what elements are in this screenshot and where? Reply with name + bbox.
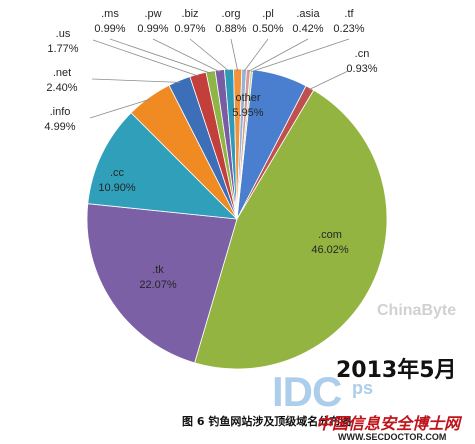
- slice-category-net: .net: [53, 67, 71, 79]
- idc-logo-watermark: IDC: [272, 368, 342, 415]
- slice-value-us: 1.77%: [47, 43, 78, 55]
- site-name-watermark: 中国信息安全博士网: [316, 414, 461, 433]
- slice-value-cn: 0.93%: [346, 63, 377, 75]
- leader-line-cn: [308, 70, 349, 91]
- slice-category-pw: .pw: [144, 8, 161, 20]
- slice-label-biz: .biz 0.97%: [174, 8, 205, 35]
- leader-line-ms: [109, 38, 212, 74]
- slice-category-biz: .biz: [181, 8, 198, 20]
- slice-category-cn: .cn: [355, 48, 370, 60]
- slice-value-cc: 10.90%: [98, 182, 136, 194]
- leader-line-tf: [251, 38, 350, 73]
- leader-lines: [89, 38, 350, 119]
- pie-slices: [86, 68, 388, 370]
- slice-value-other: 5.95%: [232, 107, 263, 119]
- slice-label-tk: .tk 22.07%: [139, 264, 177, 291]
- ps-logo-watermark: ps: [352, 378, 374, 398]
- slice-label-pl: .pl 0.50%: [252, 8, 283, 35]
- pie-slice-com: [194, 89, 388, 370]
- slice-label-asia: .asia 0.42%: [292, 8, 323, 35]
- slice-category-pl: .pl: [262, 8, 274, 20]
- slice-value-net: 2.40%: [46, 82, 77, 94]
- slice-value-asia: 0.42%: [292, 23, 323, 35]
- slice-value-pl: 0.50%: [252, 23, 283, 35]
- slice-category-ms: .ms: [101, 8, 119, 20]
- slice-category-tk: .tk: [152, 264, 164, 276]
- date-annotation: 2013年5月: [336, 358, 457, 383]
- leader-line-org: [230, 38, 239, 72]
- slice-label-org: .org 0.88%: [215, 8, 246, 35]
- slice-label-tf: .tf 0.23%: [333, 8, 364, 35]
- slice-value-info: 4.99%: [44, 121, 75, 133]
- leader-line-pl: [243, 38, 269, 72]
- leader-line-asia: [248, 38, 309, 72]
- slice-category-org: .org: [222, 8, 241, 20]
- slice-category-cc: .cc: [110, 167, 125, 179]
- slice-label-com: .com 46.02%: [311, 229, 349, 256]
- slice-label-other: other 5.95%: [232, 92, 263, 119]
- leader-line-us: [92, 39, 199, 77]
- slice-category-asia: .asia: [296, 8, 320, 20]
- slice-value-biz: 0.97%: [174, 23, 205, 35]
- chinabyte-watermark: ChinaByte: [377, 302, 457, 319]
- figure-caption: 图 6 钓鱼网站涉及顶级域名分布图: [182, 415, 352, 428]
- pie-slice-tk: [86, 203, 238, 364]
- slice-value-pw: 0.99%: [137, 23, 168, 35]
- slice-label-ms: .ms 0.99%: [94, 8, 125, 35]
- leader-line-info: [89, 98, 151, 119]
- slice-label-us: .us 1.77%: [47, 28, 78, 55]
- slice-value-org: 0.88%: [215, 23, 246, 35]
- slice-category-other: other: [235, 92, 260, 104]
- slice-value-com: 46.02%: [311, 244, 349, 256]
- leader-line-biz: [189, 38, 230, 72]
- slice-category-us: .us: [56, 28, 71, 40]
- slice-label-info: .info 4.99%: [44, 106, 75, 133]
- slice-label-pw: .pw 0.99%: [137, 8, 168, 35]
- slice-category-info: .info: [50, 106, 71, 118]
- slice-value-ms: 0.99%: [94, 23, 125, 35]
- leader-line-net: [91, 78, 181, 83]
- slice-labels: other 5.95% .cn 0.93% .com 46.02% .tk 22.07% .cc…: [44, 8, 377, 291]
- slice-category-com: .com: [318, 229, 342, 241]
- slice-label-net: .net 2.40%: [46, 67, 77, 94]
- slice-label-cn: .cn 0.93%: [346, 48, 377, 75]
- slice-label-cc: .cc 10.90%: [98, 167, 136, 194]
- slice-value-tf: 0.23%: [333, 23, 364, 35]
- slice-value-tk: 22.07%: [139, 279, 177, 291]
- pie-slice-cc: [87, 112, 239, 220]
- site-url-watermark: WWW.SECDOCTOR.COM: [338, 432, 447, 442]
- leader-line-pw: [152, 38, 221, 73]
- slice-category-tf: .tf: [344, 8, 354, 20]
